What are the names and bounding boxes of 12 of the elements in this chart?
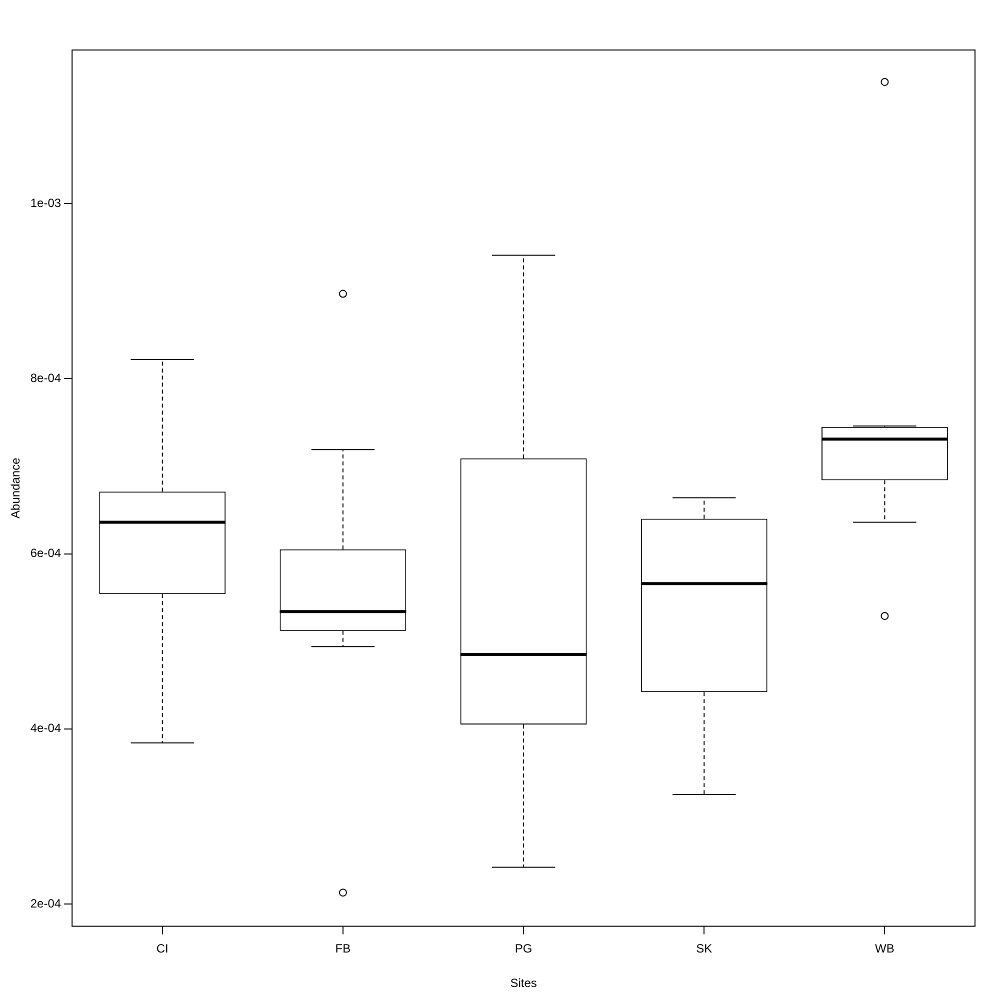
y-tick-label: 6e-04: [30, 546, 62, 560]
y-tick-label: 4e-04: [30, 721, 62, 736]
x-tick-label: SK: [696, 942, 712, 956]
x-tick-label: WB: [875, 942, 894, 956]
x-tick-label: PG: [514, 942, 532, 956]
y-tick-label: 8e-04: [30, 371, 62, 386]
x-tick-label: CI: [156, 942, 168, 956]
y-axis-title: Abundance: [8, 457, 23, 518]
y-tick-label: 2e-04: [30, 896, 62, 910]
x-axis-title: Sites: [510, 976, 537, 990]
x-tick-label: FB: [335, 942, 351, 956]
y-tick-label: 1e-03: [30, 196, 62, 210]
